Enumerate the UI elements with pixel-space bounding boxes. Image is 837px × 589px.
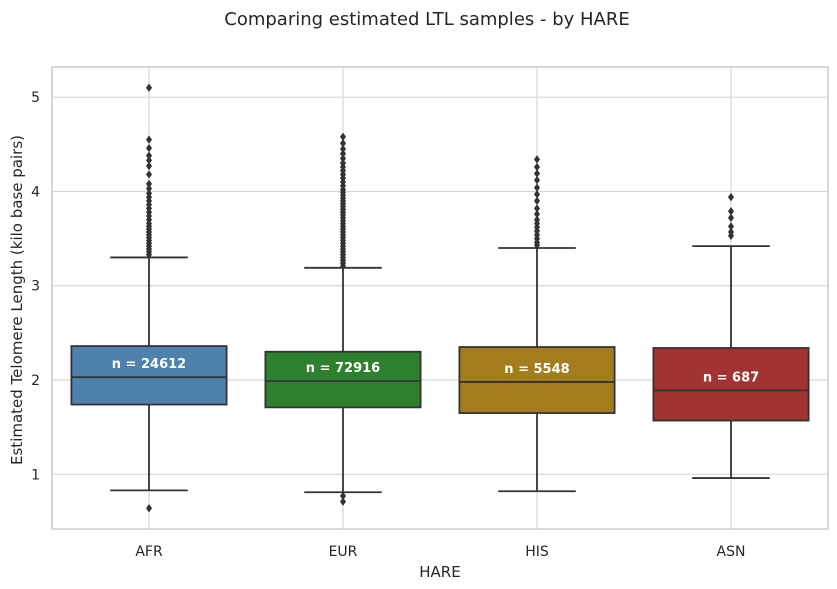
box-group-his: n = 5548	[458, 155, 616, 493]
y-tick-label: 5	[31, 90, 40, 106]
box-group-afr: n = 24612	[70, 83, 228, 513]
x-tick-label: HIS	[525, 544, 549, 560]
outlier-point	[533, 190, 541, 199]
sample-size-label: n = 5548	[504, 362, 569, 377]
outlier-point	[145, 179, 153, 189]
outlier-point	[339, 491, 347, 501]
outlier-point	[145, 151, 153, 160]
box-group-asn: n = 687	[652, 192, 810, 479]
sample-size-label: n = 24612	[112, 357, 186, 372]
x-tick-label: EUR	[329, 544, 358, 560]
sample-size-label: n = 687	[703, 370, 759, 385]
outlier-point	[339, 497, 347, 506]
iqr-box	[652, 347, 810, 422]
outlier-point	[339, 158, 347, 168]
box-group-eur: n = 72916	[264, 132, 422, 506]
iqr-box	[264, 350, 422, 409]
outlier-point	[339, 154, 347, 163]
outlier-point	[533, 175, 541, 185]
outlier-point	[727, 227, 735, 237]
x-tick-label: ASN	[717, 544, 746, 560]
sample-size-label: n = 72916	[306, 361, 380, 376]
outlier-point	[533, 196, 541, 206]
outlier-point	[145, 83, 153, 92]
outlier-point	[727, 192, 735, 202]
tick-layer: 1 2 3 4 5 AFR EUR HIS ASN	[31, 90, 745, 560]
iqr-box	[70, 345, 228, 406]
outlier-point	[145, 135, 153, 144]
outlier-point	[145, 161, 153, 171]
y-tick-label: 1	[31, 467, 40, 483]
outlier-point	[533, 183, 541, 192]
outlier-point	[145, 143, 153, 153]
outlier-point	[339, 132, 347, 141]
box-layer: n = 24612 n = 72916 n = 5548 n = 687	[70, 83, 810, 513]
outlier-point	[145, 189, 153, 198]
outlier-point	[533, 162, 541, 172]
y-tick-label: 2	[31, 373, 40, 389]
outlier-point	[533, 215, 541, 224]
outlier-point	[533, 209, 541, 219]
iqr-box	[458, 346, 616, 414]
outlier-point	[533, 155, 541, 164]
y-tick-label: 4	[31, 184, 40, 200]
chart-title: Comparing estimated LTL samples - by HAR…	[224, 9, 629, 30]
y-tick-label: 3	[31, 279, 40, 295]
outlier-point	[727, 222, 735, 231]
outlier-point	[145, 170, 153, 179]
outlier-point	[339, 149, 347, 158]
outlier-point	[339, 144, 347, 154]
outlier-point	[145, 184, 153, 193]
x-axis-label: HARE	[419, 563, 460, 581]
outlier-point	[533, 204, 541, 213]
x-tick-label: AFR	[135, 544, 163, 560]
outlier-point	[533, 169, 541, 178]
plot-frame	[51, 66, 829, 530]
outlier-point	[727, 207, 735, 216]
y-axis-label: Estimated Telomere Length (kilo base pai…	[8, 135, 26, 465]
outlier-point	[145, 504, 153, 513]
outlier-point	[145, 156, 153, 165]
outlier-point	[727, 213, 735, 223]
outlier-point	[339, 139, 347, 148]
